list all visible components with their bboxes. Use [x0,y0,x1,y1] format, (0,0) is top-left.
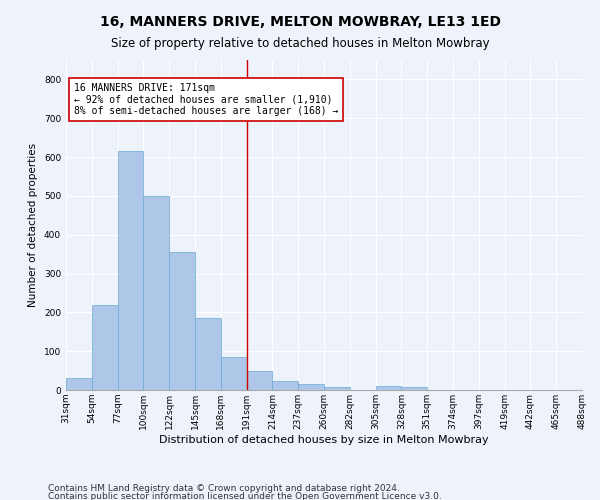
Text: 16 MANNERS DRIVE: 171sqm
← 92% of detached houses are smaller (1,910)
8% of semi: 16 MANNERS DRIVE: 171sqm ← 92% of detach… [74,84,338,116]
Bar [92,304,118,390]
Bar [376,386,401,390]
Bar [324,387,350,390]
X-axis label: Distribution of detached houses by size in Melton Mowbray: Distribution of detached houses by size … [159,434,489,444]
Bar [272,382,298,390]
Y-axis label: Number of detached properties: Number of detached properties [28,143,38,307]
Text: Size of property relative to detached houses in Melton Mowbray: Size of property relative to detached ho… [110,38,490,51]
Bar [66,378,92,390]
Bar [247,370,272,390]
Bar [195,318,221,390]
Text: Contains HM Land Registry data © Crown copyright and database right 2024.: Contains HM Land Registry data © Crown c… [48,484,400,493]
Bar [298,384,324,390]
Text: 16, MANNERS DRIVE, MELTON MOWBRAY, LE13 1ED: 16, MANNERS DRIVE, MELTON MOWBRAY, LE13 … [100,15,500,29]
Bar [118,151,143,390]
Bar [221,357,247,390]
Bar [169,252,195,390]
Bar [143,196,169,390]
Bar [401,388,427,390]
Text: Contains public sector information licensed under the Open Government Licence v3: Contains public sector information licen… [48,492,442,500]
